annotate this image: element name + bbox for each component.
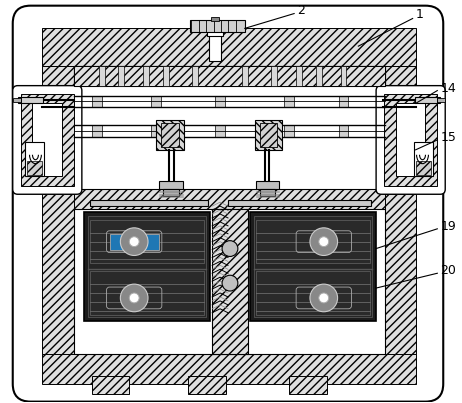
Bar: [316, 66, 322, 86]
Bar: [383, 194, 416, 354]
Bar: [228, 200, 371, 206]
Bar: [215, 125, 225, 137]
Bar: [74, 209, 385, 354]
Text: 15: 15: [440, 131, 456, 144]
Bar: [84, 212, 210, 321]
Bar: [260, 123, 277, 147]
Bar: [255, 220, 370, 264]
Bar: [212, 209, 248, 354]
Circle shape: [319, 237, 328, 247]
Bar: [242, 66, 248, 86]
Bar: [255, 181, 280, 189]
Text: 14: 14: [440, 81, 456, 95]
Circle shape: [222, 241, 238, 256]
Bar: [396, 104, 426, 177]
Bar: [99, 66, 104, 86]
Bar: [255, 120, 282, 150]
Bar: [74, 189, 385, 209]
Bar: [193, 66, 198, 86]
Bar: [90, 200, 208, 206]
Bar: [190, 21, 245, 32]
Bar: [90, 271, 204, 315]
Bar: [156, 120, 183, 150]
Bar: [284, 125, 294, 137]
Bar: [161, 123, 179, 147]
Circle shape: [310, 228, 338, 256]
Circle shape: [319, 293, 328, 303]
Bar: [339, 96, 348, 107]
Bar: [207, 28, 223, 36]
Bar: [24, 142, 44, 177]
Bar: [43, 194, 74, 354]
Bar: [92, 96, 102, 107]
Bar: [90, 220, 204, 264]
Bar: [209, 31, 221, 61]
Bar: [383, 66, 416, 194]
Bar: [163, 189, 179, 196]
Bar: [74, 66, 385, 189]
Circle shape: [129, 237, 139, 247]
Bar: [255, 271, 370, 315]
Bar: [26, 161, 43, 174]
Bar: [92, 125, 102, 137]
Bar: [43, 28, 416, 66]
Bar: [151, 125, 161, 137]
Bar: [21, 93, 74, 186]
Text: 2: 2: [297, 4, 305, 17]
Bar: [32, 104, 62, 177]
Bar: [88, 216, 206, 317]
Bar: [414, 98, 440, 104]
Bar: [143, 66, 149, 86]
Bar: [260, 189, 275, 196]
Bar: [92, 376, 129, 394]
Bar: [413, 142, 433, 177]
Bar: [339, 125, 348, 137]
Bar: [163, 66, 169, 86]
Bar: [438, 98, 445, 102]
Text: 1: 1: [416, 8, 424, 21]
Text: 20: 20: [440, 264, 456, 277]
Bar: [215, 96, 225, 107]
Bar: [109, 234, 159, 249]
Bar: [74, 66, 385, 86]
Text: 19: 19: [440, 220, 456, 233]
Bar: [13, 98, 21, 102]
Bar: [416, 161, 432, 174]
Bar: [272, 66, 277, 86]
Circle shape: [129, 293, 139, 303]
Circle shape: [310, 284, 338, 312]
Bar: [151, 96, 161, 107]
Bar: [250, 212, 376, 321]
Bar: [296, 66, 302, 86]
Bar: [18, 98, 43, 104]
Bar: [118, 66, 124, 86]
Bar: [211, 17, 219, 21]
Bar: [74, 66, 385, 86]
FancyBboxPatch shape: [376, 86, 445, 194]
Circle shape: [222, 275, 238, 291]
Bar: [159, 181, 182, 189]
Bar: [384, 93, 438, 186]
Bar: [43, 354, 416, 384]
Bar: [254, 216, 372, 317]
Bar: [284, 96, 294, 107]
Circle shape: [121, 284, 148, 312]
Bar: [340, 66, 346, 86]
Bar: [289, 376, 327, 394]
Bar: [43, 66, 74, 194]
Bar: [188, 376, 226, 394]
Circle shape: [121, 228, 148, 256]
FancyBboxPatch shape: [13, 86, 82, 194]
FancyBboxPatch shape: [13, 6, 443, 402]
